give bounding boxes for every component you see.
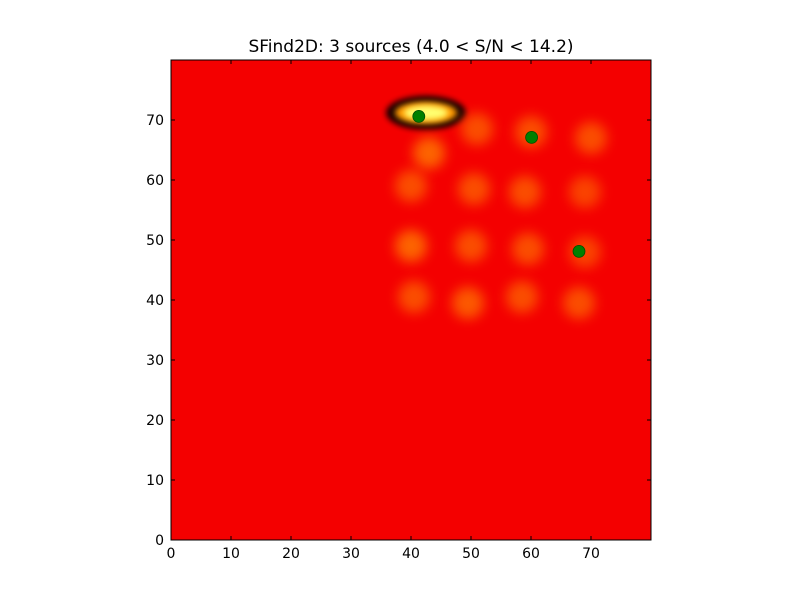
y-tick-label: 70 xyxy=(146,113,164,129)
heatmap-blob xyxy=(461,113,493,145)
x-tick-label: 30 xyxy=(342,546,360,562)
source-point xyxy=(412,110,426,123)
heatmap-blob xyxy=(455,230,487,262)
y-tick-label: 10 xyxy=(146,473,164,489)
source-point xyxy=(572,244,586,258)
x-tick-label: 50 xyxy=(462,546,480,562)
source-point xyxy=(525,130,538,144)
chart-title: SFind2D: 3 sources (4.0 < S/N < 14.2) xyxy=(248,37,573,57)
heatmap-blob xyxy=(452,287,484,319)
heatmap-blob xyxy=(506,281,538,313)
y-tick-label: 0 xyxy=(155,533,164,549)
y-tick-label: 20 xyxy=(146,413,164,429)
heatmap-blob xyxy=(575,122,607,154)
x-tick-label: 70 xyxy=(582,546,600,562)
heatmap-blob xyxy=(458,173,490,205)
heatmap-blob xyxy=(512,233,544,265)
heatmap-blob xyxy=(413,137,445,169)
heatmap-blob xyxy=(398,281,430,313)
heatmap-blob xyxy=(395,230,427,262)
y-tick-label: 40 xyxy=(146,293,164,309)
plot-area xyxy=(171,60,651,540)
y-axis: 0 10 20 30 40 50 60 70 xyxy=(146,113,651,549)
heatmap-blob xyxy=(395,170,427,202)
y-tick-label: 50 xyxy=(146,233,164,249)
x-tick-label: 10 xyxy=(222,546,240,562)
x-axis: 0 10 20 30 40 50 60 70 xyxy=(167,60,600,562)
x-tick-label: 60 xyxy=(522,546,540,562)
x-tick-label: 40 xyxy=(402,546,420,562)
x-tick-label: 20 xyxy=(282,546,300,562)
heatmap-blob xyxy=(569,176,601,208)
heatmap-blob xyxy=(563,287,595,319)
y-tick-label: 60 xyxy=(146,173,164,189)
heatmap-blobs xyxy=(395,101,607,319)
x-tick-label: 0 xyxy=(167,546,176,562)
heatmap-blob-core xyxy=(404,105,448,120)
heatmap-blob xyxy=(509,176,541,208)
y-tick-label: 30 xyxy=(146,353,164,369)
detected-sources xyxy=(412,110,586,258)
